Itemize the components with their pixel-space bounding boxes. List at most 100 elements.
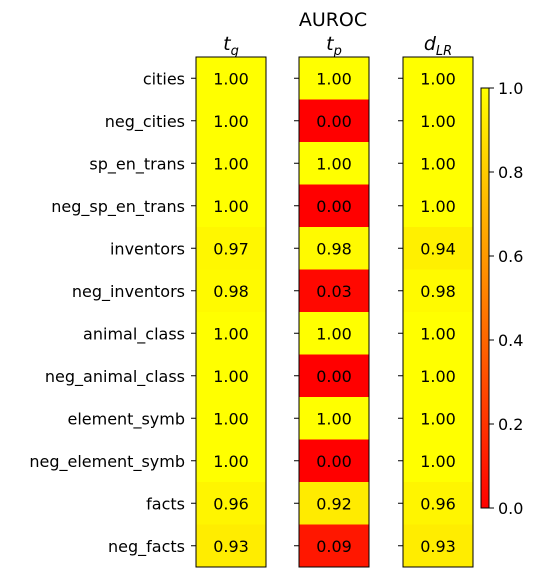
cell-value-label: 1.00 bbox=[420, 367, 456, 386]
cell-value-label: 1.00 bbox=[420, 324, 456, 343]
colorbar-tick-label: 0.2 bbox=[498, 415, 523, 434]
heatmap-cell bbox=[299, 142, 369, 185]
heatmap-cell bbox=[299, 354, 369, 398]
heatmap-cell bbox=[299, 312, 369, 355]
heatmap-cell bbox=[403, 184, 473, 228]
cell-value-label: 1.00 bbox=[316, 324, 352, 343]
column-header: dLR bbox=[424, 33, 452, 59]
heatmap-cell bbox=[403, 397, 473, 440]
heatmap-cell bbox=[299, 439, 369, 483]
heatmap-cell bbox=[299, 227, 369, 270]
heatmap-cell bbox=[196, 482, 266, 525]
cell-value-label: 1.00 bbox=[420, 154, 456, 173]
heatmap-cell bbox=[403, 439, 473, 483]
cell-value-label: 0.92 bbox=[316, 494, 352, 513]
colorbar: 0.0 0.2 0.4 0.6 0.8 1.0 bbox=[480, 79, 523, 518]
row-labels: cities neg_cities sp_en_trans neg_sp_en_tra… bbox=[29, 69, 185, 557]
colorbar-tick-label: 0.0 bbox=[498, 499, 523, 518]
heatmap-cell bbox=[403, 57, 473, 100]
cell-value-label: 1.00 bbox=[420, 69, 456, 88]
colorbar-tick-label: 1.0 bbox=[498, 79, 523, 98]
heatmap-cell bbox=[299, 184, 369, 228]
heatmap-cell bbox=[196, 57, 266, 100]
heatmap-cell bbox=[196, 312, 266, 355]
cell-value-label: 0.00 bbox=[316, 367, 352, 386]
column-header: tg bbox=[223, 33, 239, 59]
colorbar-tick-label: 0.8 bbox=[498, 163, 523, 182]
cell-value-label: 1.00 bbox=[213, 69, 249, 88]
heatmap-cell bbox=[196, 227, 266, 270]
cell-value-label: 1.00 bbox=[316, 409, 352, 428]
heatmap-cell bbox=[299, 524, 369, 568]
heatmap-cell bbox=[403, 269, 473, 313]
cell-value-label: 1.00 bbox=[420, 452, 456, 471]
colorbar-tick-label: 0.4 bbox=[498, 331, 523, 350]
heatmap-cell bbox=[196, 142, 266, 185]
row-label: element_symb bbox=[67, 409, 185, 429]
cell-value-label: 1.00 bbox=[213, 197, 249, 216]
column-frame bbox=[298, 56, 370, 568]
cell-value-label: 1.00 bbox=[420, 112, 456, 131]
cell-value-label: 1.00 bbox=[420, 409, 456, 428]
row-label: neg_facts bbox=[108, 537, 185, 557]
cell-value-label: 0.96 bbox=[213, 494, 249, 513]
heatmap-cell bbox=[299, 57, 369, 100]
heatmap-column: dLR 1.00 1.00 1.00 1.00 0.94 0.98 1.00 1.00 1.00 1… bbox=[398, 33, 474, 568]
heatmap-cell bbox=[196, 439, 266, 483]
cell-value-label: 0.09 bbox=[316, 537, 352, 556]
cell-value-label: 0.98 bbox=[316, 239, 352, 258]
cell-value-label: 0.93 bbox=[213, 537, 249, 556]
heatmap-cell bbox=[299, 482, 369, 525]
cell-value-label: 1.00 bbox=[213, 452, 249, 471]
cell-value-label: 0.00 bbox=[316, 452, 352, 471]
cell-value-label: 0.97 bbox=[213, 239, 249, 258]
row-label: neg_cities bbox=[105, 112, 185, 132]
row-label: neg_element_symb bbox=[29, 452, 185, 472]
column-header: tp bbox=[326, 33, 342, 59]
cell-value-label: 1.00 bbox=[316, 69, 352, 88]
cell-value-label: 0.00 bbox=[316, 112, 352, 131]
heatmap-cell bbox=[196, 397, 266, 440]
row-label: facts bbox=[146, 494, 185, 513]
chart-title: AUROC bbox=[299, 9, 367, 31]
colorbar-tick-label: 0.6 bbox=[498, 247, 523, 266]
row-label: sp_en_trans bbox=[89, 154, 185, 174]
heatmap-panels: tg 1.00 1.00 1.00 1.00 0.97 0.98 1.00 1.00 1.00 1.… bbox=[191, 33, 474, 568]
row-label: animal_class bbox=[83, 324, 185, 344]
heatmap-cell bbox=[403, 354, 473, 398]
heatmap-cell bbox=[196, 354, 266, 398]
colorbar-gradient bbox=[480, 87, 490, 509]
heatmap-cell bbox=[196, 184, 266, 228]
column-frame bbox=[402, 56, 474, 568]
row-label: cities bbox=[143, 69, 185, 88]
heatmap-cell bbox=[403, 312, 473, 355]
cell-value-label: 0.98 bbox=[420, 282, 456, 301]
heatmap-cell bbox=[403, 482, 473, 525]
heatmap-cell bbox=[403, 142, 473, 185]
column-frame bbox=[195, 56, 267, 568]
heatmap-cell bbox=[403, 227, 473, 270]
row-label: neg_sp_en_trans bbox=[51, 197, 185, 217]
row-label: neg_inventors bbox=[72, 282, 185, 302]
cell-value-label: 0.03 bbox=[316, 282, 352, 301]
cell-value-label: 1.00 bbox=[213, 112, 249, 131]
cell-value-label: 1.00 bbox=[213, 367, 249, 386]
heatmap-column: tp 1.00 0.00 1.00 0.00 0.98 0.03 1.00 0.00 1.00 0.… bbox=[294, 33, 370, 568]
cell-value-label: 1.00 bbox=[213, 154, 249, 173]
heatmap-cell bbox=[403, 99, 473, 143]
heatmap-cell bbox=[196, 269, 266, 313]
row-label: inventors bbox=[110, 239, 185, 258]
cell-value-label: 0.98 bbox=[213, 282, 249, 301]
heatmap-cell bbox=[196, 524, 266, 568]
heatmap-cell bbox=[299, 269, 369, 313]
heatmap-cell bbox=[403, 524, 473, 568]
cell-value-label: 1.00 bbox=[316, 154, 352, 173]
heatmap-cell bbox=[299, 397, 369, 440]
row-label: neg_animal_class bbox=[45, 367, 185, 387]
heatmap-column: tg 1.00 1.00 1.00 1.00 0.97 0.98 1.00 1.00 1.00 1.… bbox=[191, 33, 267, 568]
cell-value-label: 0.93 bbox=[420, 537, 456, 556]
cell-value-label: 0.94 bbox=[420, 239, 456, 258]
cell-value-label: 0.96 bbox=[420, 494, 456, 513]
cell-value-label: 1.00 bbox=[213, 324, 249, 343]
